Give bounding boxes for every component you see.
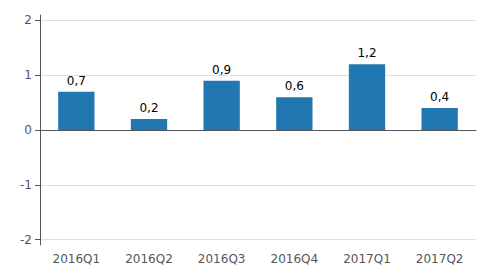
svg-text:0,4: 0,4 (430, 90, 449, 104)
svg-text:0,2: 0,2 (139, 101, 158, 115)
svg-text:0: 0 (24, 123, 32, 137)
svg-text:0,6: 0,6 (285, 79, 304, 93)
svg-text:0,7: 0,7 (67, 74, 86, 88)
svg-text:2016Q2: 2016Q2 (125, 252, 173, 265)
svg-text:2016Q1: 2016Q1 (53, 252, 101, 265)
svg-text:2017Q2: 2017Q2 (416, 252, 464, 265)
svg-text:-1: -1 (20, 178, 32, 192)
svg-text:1: 1 (24, 68, 32, 82)
svg-text:2016Q4: 2016Q4 (271, 252, 319, 265)
svg-text:2017Q1: 2017Q1 (343, 252, 391, 265)
svg-text:2016Q3: 2016Q3 (198, 252, 246, 265)
svg-text:0,9: 0,9 (212, 63, 231, 77)
svg-text:2: 2 (24, 13, 32, 27)
svg-text:-2: -2 (20, 233, 32, 247)
svg-text:1,2: 1,2 (357, 46, 376, 60)
